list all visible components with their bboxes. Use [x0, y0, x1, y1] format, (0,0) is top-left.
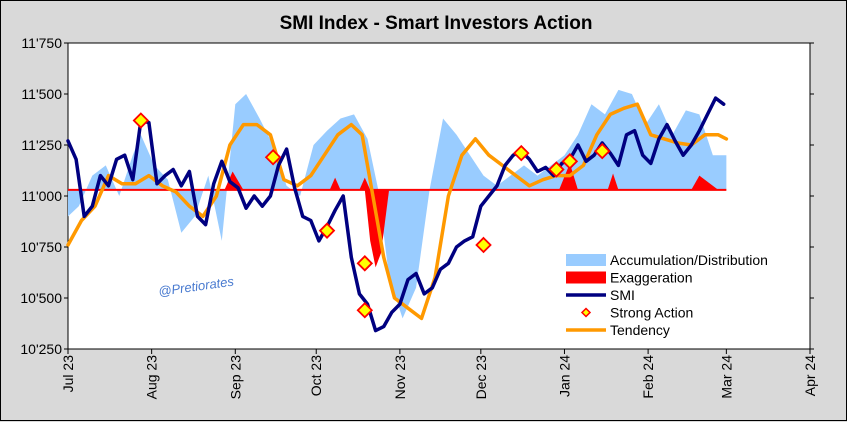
- x-tick-label: Apr 24: [802, 355, 818, 396]
- legend-swatch-strong-action: [580, 307, 592, 318]
- strong-action-layer: [132, 112, 611, 319]
- exaggeration-area-1: [329, 177, 341, 190]
- x-tick-label: Nov 23: [392, 355, 408, 400]
- x-tick-label: Dec 23: [473, 355, 489, 400]
- smi-layer: [66, 96, 726, 333]
- x-tick-label: Jul 23: [60, 355, 76, 393]
- x-tick-label: Mar 24: [718, 355, 734, 399]
- strong-action-point: [356, 301, 374, 319]
- legend: Accumulation/Distribution ExaggerationSMI…: [566, 252, 768, 338]
- strong-action-point: [513, 144, 530, 162]
- strong-action-point: [132, 112, 150, 129]
- y-tick-label: 10'750: [20, 239, 62, 255]
- y-tick-label: 11'000: [21, 188, 62, 204]
- tendency-line: [66, 102, 729, 321]
- exaggeration-area-5: [607, 173, 619, 190]
- chart-title: SMI Index - Smart Investors Action: [280, 13, 593, 34]
- x-tick-label: Feb 24: [640, 355, 656, 399]
- y-tick-label: 11'250: [21, 137, 62, 153]
- x-tick-label: Sep 23: [227, 355, 243, 400]
- strong-action-point: [318, 222, 336, 239]
- legend-label: SMI: [610, 287, 635, 303]
- smi-line: [66, 96, 726, 333]
- x-tick-label: Jan 24: [556, 355, 572, 397]
- exaggeration-area-2: [359, 177, 371, 190]
- y-tick-label: 10'500: [20, 290, 62, 306]
- legend-swatch-accumulation: [566, 254, 606, 266]
- x-tick-label: Aug 23: [144, 355, 160, 400]
- strong-action-point: [356, 255, 374, 272]
- strong-action-point: [561, 153, 579, 170]
- exaggeration-area-0: [224, 171, 244, 190]
- y-tick-label: 11'500: [21, 86, 62, 102]
- tendency-layer: [66, 102, 729, 321]
- legend-label: Tendency: [610, 322, 670, 338]
- legend-swatch-exaggeration: [566, 271, 606, 284]
- accumulation-area: [68, 89, 727, 319]
- legend-label: Strong Action: [610, 305, 693, 321]
- y-tick-label: 11'750: [21, 35, 62, 51]
- exaggeration-area-6: [691, 175, 719, 190]
- strong-action-point: [593, 142, 611, 160]
- y-axis: 10'250 10'500 10'750 11'000 11'250 11'500 11'7…: [20, 35, 814, 357]
- y-tick-label: 10'250: [20, 341, 62, 357]
- strong-action-point: [264, 148, 282, 166]
- strong-action-point: [475, 236, 492, 254]
- strong-action-point: [548, 161, 565, 178]
- accumulation-layer: [68, 89, 727, 319]
- x-axis: Jul 23 Aug 23 Sep 23 Oct 23 Nov 23 Dec 23 Jan …: [60, 349, 818, 399]
- legend-label: Accumulation/Distribution: [610, 252, 768, 268]
- legend-label: Exaggeration: [610, 270, 693, 286]
- x-tick-label: Oct 23: [308, 355, 324, 396]
